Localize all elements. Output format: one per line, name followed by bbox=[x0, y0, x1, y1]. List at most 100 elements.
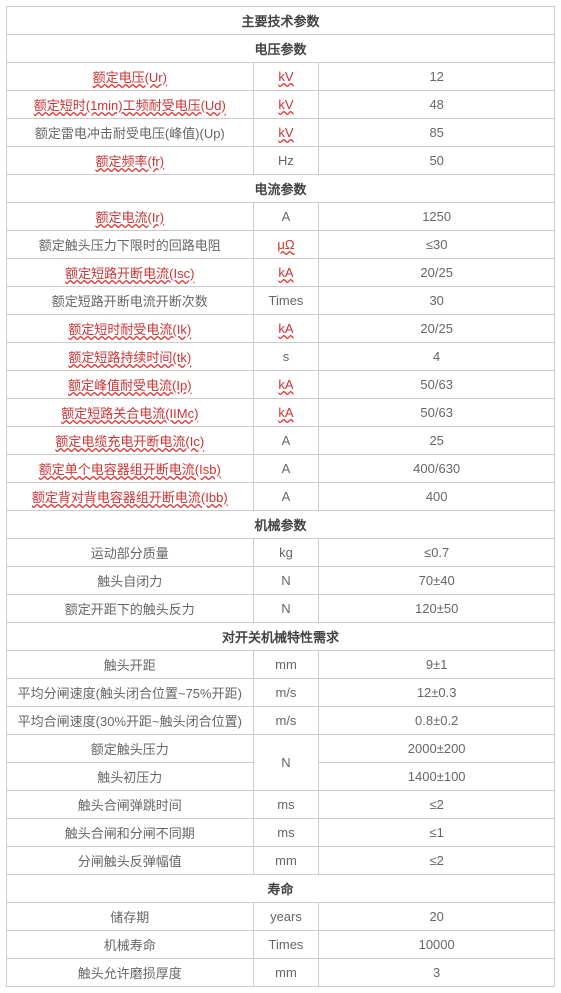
param-value: 120±50 bbox=[319, 595, 555, 623]
param-unit: kA bbox=[253, 259, 319, 287]
section-header: 对开关机械特性需求 bbox=[7, 623, 555, 651]
param-label: 触头合闸和分闸不同期 bbox=[7, 819, 254, 847]
param-label: 分闸触头反弹幅值 bbox=[7, 847, 254, 875]
param-value: 400 bbox=[319, 483, 555, 511]
param-label: 额定短路开断电流(Isc) bbox=[7, 259, 254, 287]
param-unit: μΩ bbox=[253, 231, 319, 259]
param-label: 额定雷电冲击耐受电压(峰值)(Up) bbox=[7, 119, 254, 147]
table-row: 额定频率(fr)Hz50 bbox=[7, 147, 555, 175]
table-row: 额定电缆充电开断电流(Ic)A25 bbox=[7, 427, 555, 455]
table-row: 电压参数 bbox=[7, 35, 555, 63]
param-unit: kV bbox=[253, 63, 319, 91]
param-unit: kA bbox=[253, 371, 319, 399]
param-value: 70±40 bbox=[319, 567, 555, 595]
param-value: 48 bbox=[319, 91, 555, 119]
param-unit: Hz bbox=[253, 147, 319, 175]
param-label: 触头初压力 bbox=[7, 763, 254, 791]
param-unit: Times bbox=[253, 287, 319, 315]
param-unit: m/s bbox=[253, 707, 319, 735]
table-row: 机械寿命Times10000 bbox=[7, 931, 555, 959]
table-row: 主要技术参数 bbox=[7, 7, 555, 35]
table-row: 触头自闭力N70±40 bbox=[7, 567, 555, 595]
param-value: 85 bbox=[319, 119, 555, 147]
table-row: 额定单个电容器组开断电流(Isb)A400/630 bbox=[7, 455, 555, 483]
table-row: 额定开距下的触头反力N120±50 bbox=[7, 595, 555, 623]
param-value: ≤1 bbox=[319, 819, 555, 847]
table-row: 额定触头压力下限时的回路电阻μΩ≤30 bbox=[7, 231, 555, 259]
param-label: 额定触头压力 bbox=[7, 735, 254, 763]
param-label: 额定短时耐受电流(Ik) bbox=[7, 315, 254, 343]
param-label: 触头合闸弹跳时间 bbox=[7, 791, 254, 819]
param-label: 额定电流(Ir) bbox=[7, 203, 254, 231]
param-label: 平均合闸速度(30%开距~触头闭合位置) bbox=[7, 707, 254, 735]
param-value: ≤30 bbox=[319, 231, 555, 259]
param-label: 触头允许磨损厚度 bbox=[7, 959, 254, 987]
param-value: 400/630 bbox=[319, 455, 555, 483]
table-row: 分闸触头反弹幅值mm≤2 bbox=[7, 847, 555, 875]
param-label: 储存期 bbox=[7, 903, 254, 931]
param-unit: ms bbox=[253, 791, 319, 819]
param-unit: mm bbox=[253, 847, 319, 875]
param-value: 9±1 bbox=[319, 651, 555, 679]
param-unit: N bbox=[253, 567, 319, 595]
table-row: 额定峰值耐受电流(Ip)kA50/63 bbox=[7, 371, 555, 399]
param-value: 30 bbox=[319, 287, 555, 315]
section-header: 寿命 bbox=[7, 875, 555, 903]
param-value: 12 bbox=[319, 63, 555, 91]
param-unit: A bbox=[253, 203, 319, 231]
table-row: 额定短路持续时间(tk)s4 bbox=[7, 343, 555, 371]
table-row: 额定触头压力N2000±200 bbox=[7, 735, 555, 763]
section-header: 电压参数 bbox=[7, 35, 555, 63]
param-value: ≤2 bbox=[319, 847, 555, 875]
param-label: 机械寿命 bbox=[7, 931, 254, 959]
param-value: 50/63 bbox=[319, 399, 555, 427]
param-value: 20/25 bbox=[319, 315, 555, 343]
param-label: 额定背对背电容器组开断电流(Ibb) bbox=[7, 483, 254, 511]
param-unit: years bbox=[253, 903, 319, 931]
param-label: 额定单个电容器组开断电流(Isb) bbox=[7, 455, 254, 483]
param-unit: A bbox=[253, 455, 319, 483]
param-unit: Times bbox=[253, 931, 319, 959]
table-row: 触头开距mm9±1 bbox=[7, 651, 555, 679]
param-unit: kV bbox=[253, 91, 319, 119]
param-value: 20/25 bbox=[319, 259, 555, 287]
table-row: 额定短路开断电流开断次数Times30 bbox=[7, 287, 555, 315]
table-row: 额定短时(1min)工频耐受电压(Ud)kV48 bbox=[7, 91, 555, 119]
param-value: ≤2 bbox=[319, 791, 555, 819]
table-row: 平均分闸速度(触头闭合位置~75%开距)m/s12±0.3 bbox=[7, 679, 555, 707]
param-value: ≤0.7 bbox=[319, 539, 555, 567]
table-row: 对开关机械特性需求 bbox=[7, 623, 555, 651]
table-row: 寿命 bbox=[7, 875, 555, 903]
param-unit: N bbox=[253, 735, 319, 791]
param-label: 额定短路开断电流开断次数 bbox=[7, 287, 254, 315]
section-header: 机械参数 bbox=[7, 511, 555, 539]
table-row: 触头合闸弹跳时间ms≤2 bbox=[7, 791, 555, 819]
param-label: 额定频率(fr) bbox=[7, 147, 254, 175]
param-unit: mm bbox=[253, 651, 319, 679]
param-unit: s bbox=[253, 343, 319, 371]
param-label: 额定触头压力下限时的回路电阻 bbox=[7, 231, 254, 259]
param-unit: ms bbox=[253, 819, 319, 847]
param-value: 50/63 bbox=[319, 371, 555, 399]
table-row: 运动部分质量kg≤0.7 bbox=[7, 539, 555, 567]
param-value: 12±0.3 bbox=[319, 679, 555, 707]
param-unit: kg bbox=[253, 539, 319, 567]
param-label: 额定短路关合电流(IIMc) bbox=[7, 399, 254, 427]
table-row: 储存期years20 bbox=[7, 903, 555, 931]
param-label: 额定电缆充电开断电流(Ic) bbox=[7, 427, 254, 455]
param-value: 3 bbox=[319, 959, 555, 987]
table-row: 额定背对背电容器组开断电流(Ibb)A400 bbox=[7, 483, 555, 511]
param-value: 20 bbox=[319, 903, 555, 931]
param-label: 触头开距 bbox=[7, 651, 254, 679]
param-label: 额定开距下的触头反力 bbox=[7, 595, 254, 623]
param-unit: kA bbox=[253, 315, 319, 343]
param-value: 4 bbox=[319, 343, 555, 371]
param-value: 0.8±0.2 bbox=[319, 707, 555, 735]
param-value: 50 bbox=[319, 147, 555, 175]
param-unit: A bbox=[253, 427, 319, 455]
table-row: 触头允许磨损厚度mm3 bbox=[7, 959, 555, 987]
table-row: 电流参数 bbox=[7, 175, 555, 203]
param-label: 额定电压(Ur) bbox=[7, 63, 254, 91]
table-row: 机械参数 bbox=[7, 511, 555, 539]
param-unit: N bbox=[253, 595, 319, 623]
